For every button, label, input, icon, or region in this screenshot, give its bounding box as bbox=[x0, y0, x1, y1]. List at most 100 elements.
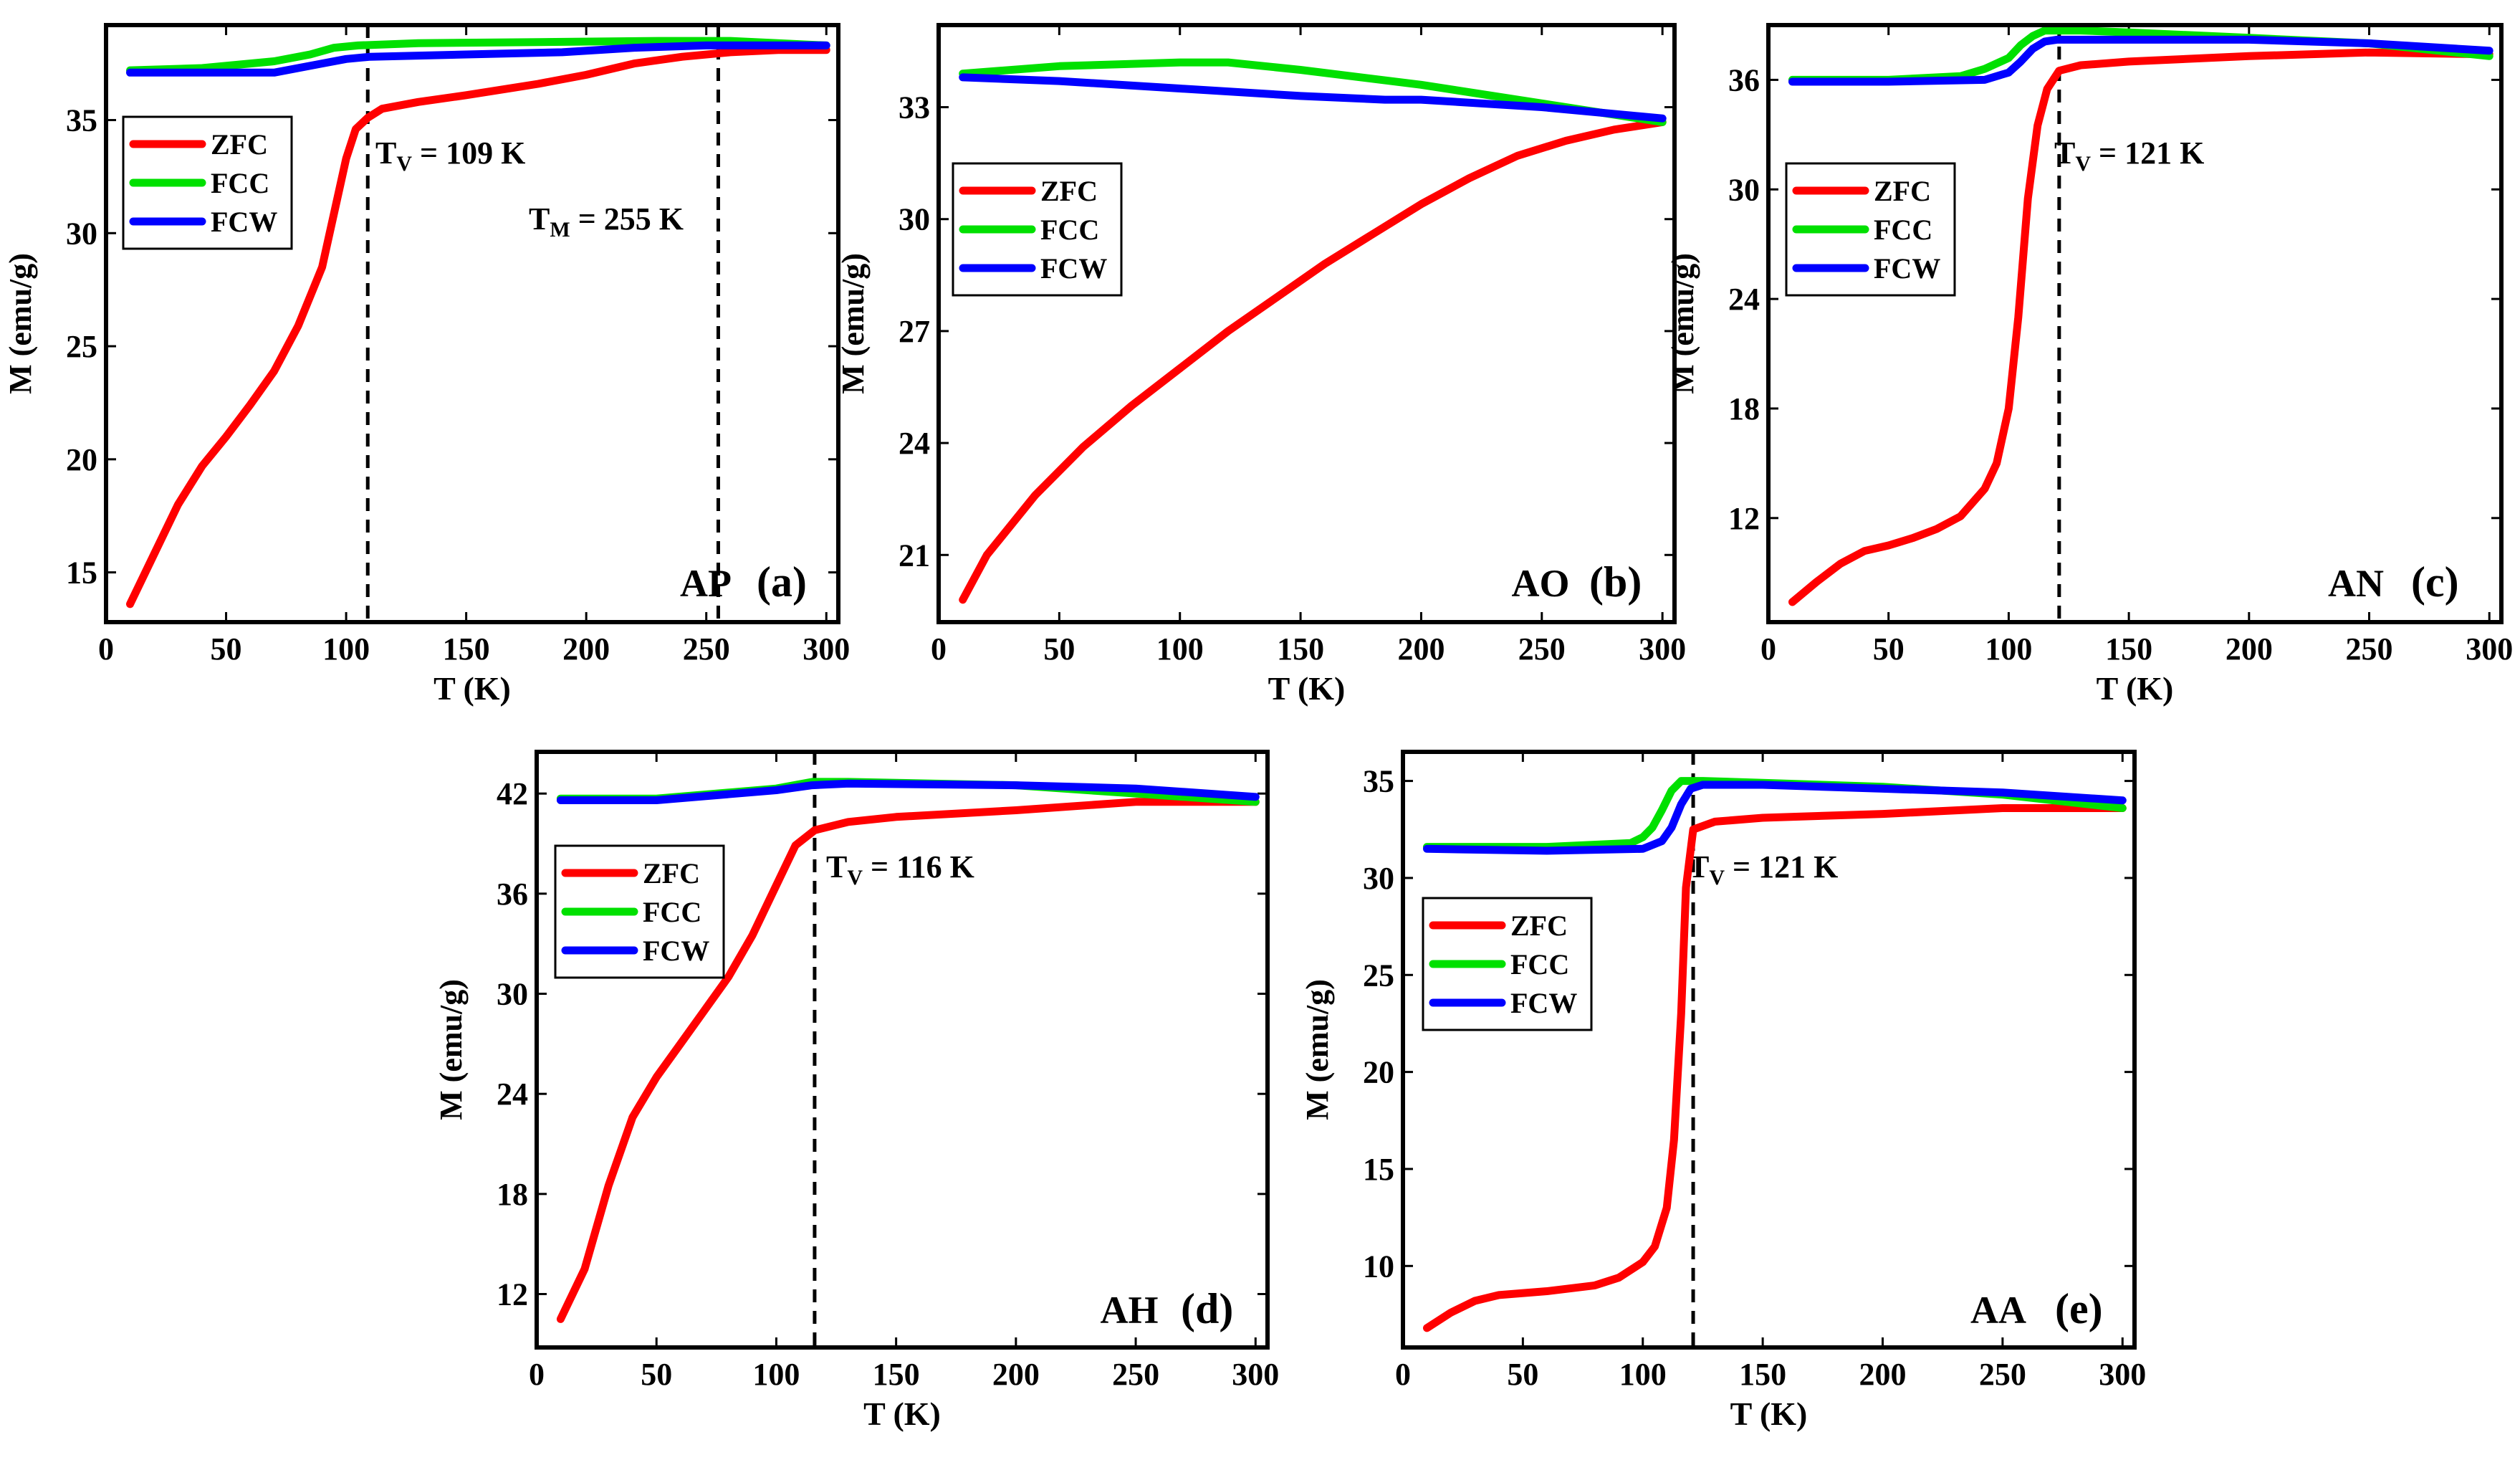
transition-value: = 109 K bbox=[412, 135, 525, 171]
legend: ZFC FCC FCW bbox=[1785, 162, 1956, 297]
x-tick-label: 0 bbox=[931, 631, 947, 667]
series-line-fcw bbox=[556, 779, 1260, 804]
x-tick-label: 300 bbox=[803, 631, 850, 667]
y-tick-label: 30 bbox=[66, 216, 97, 251]
x-tick-label: 200 bbox=[1859, 1357, 1907, 1392]
transition-symbol: T bbox=[529, 201, 550, 237]
sample-label: AH bbox=[1101, 1289, 1159, 1332]
legend: ZFC FCC FCW bbox=[122, 115, 293, 250]
series-line-fcc bbox=[126, 37, 830, 75]
series-group bbox=[1788, 27, 2493, 606]
panel-label: (a) bbox=[757, 558, 807, 606]
transition-value: = 255 K bbox=[570, 201, 684, 237]
x-tick-label: 200 bbox=[2226, 631, 2273, 667]
x-axis-title: T (K) bbox=[1268, 670, 1346, 707]
x-tick-label: 150 bbox=[443, 631, 490, 667]
y-axis-title: M (emu/g) bbox=[3, 253, 38, 394]
legend-label-zfc: ZFC bbox=[1874, 175, 1931, 207]
series-line-fcw bbox=[1423, 781, 2127, 855]
legend-label-fcw: FCW bbox=[1040, 252, 1107, 285]
y-tick-label: 25 bbox=[66, 329, 97, 364]
x-tick-label: 100 bbox=[1156, 631, 1204, 667]
x-tick-label: 200 bbox=[562, 631, 610, 667]
legend-label-fcc: FCC bbox=[211, 167, 269, 199]
transition-subscript: V bbox=[847, 866, 863, 889]
transition-symbol: T bbox=[375, 135, 396, 171]
y-tick-label: 33 bbox=[899, 90, 930, 125]
series-line-zfc bbox=[1788, 48, 2493, 606]
x-tick-label: 150 bbox=[1277, 631, 1324, 667]
x-tick-label: 0 bbox=[1760, 631, 1776, 667]
legend: ZFC FCC FCW bbox=[952, 162, 1123, 297]
y-tick-label: 20 bbox=[1363, 1055, 1394, 1090]
transition-label: TM = 255 K bbox=[529, 201, 684, 242]
plot-frame bbox=[535, 750, 1270, 1350]
x-tick-label: 200 bbox=[992, 1357, 1040, 1392]
y-tick-label: 35 bbox=[1363, 764, 1394, 799]
x-axis-title: T (K) bbox=[2097, 670, 2174, 707]
x-tick-label: 300 bbox=[1232, 1357, 1279, 1392]
legend-label-fcc: FCC bbox=[1510, 948, 1569, 980]
series-line-fcw bbox=[959, 73, 1667, 123]
legend-label-zfc: ZFC bbox=[1510, 910, 1568, 942]
transition-symbol: T bbox=[2054, 135, 2075, 171]
legend-label-fcw: FCW bbox=[1510, 987, 1577, 1019]
x-tick-label: 250 bbox=[683, 631, 730, 667]
y-tick-label: 24 bbox=[1728, 282, 1760, 317]
transition-label: TV = 116 K bbox=[826, 849, 974, 889]
y-tick-label: 18 bbox=[497, 1177, 528, 1212]
y-tick-label: 42 bbox=[497, 776, 528, 811]
y-tick-label: 12 bbox=[1728, 501, 1760, 536]
x-tick-label: 50 bbox=[641, 1357, 672, 1392]
y-tick-label: 36 bbox=[1728, 62, 1760, 97]
panel-label: (c) bbox=[2411, 558, 2459, 606]
series-line-fcw bbox=[1788, 35, 2493, 86]
y-axis-title: M (emu/g) bbox=[433, 979, 469, 1120]
x-tick-label: 250 bbox=[2346, 631, 2393, 667]
legend-label-fcw: FCW bbox=[643, 935, 709, 967]
plot-frame bbox=[1766, 23, 2504, 624]
y-axis-title: M (emu/g) bbox=[835, 253, 871, 394]
x-tick-label: 150 bbox=[873, 1357, 920, 1392]
panel-d: 0 50 100 150 200 250 300 12 18 24 30 36 42 T (K) M (em… bbox=[433, 750, 1279, 1432]
x-axis-title: T (K) bbox=[863, 1395, 941, 1432]
transition-label: TV = 121 K bbox=[2054, 135, 2204, 176]
plot-frame bbox=[104, 23, 840, 624]
x-tick-label: 300 bbox=[2466, 631, 2513, 667]
series-line-zfc bbox=[959, 118, 1667, 604]
y-tick-label: 15 bbox=[1363, 1152, 1394, 1187]
transition-value: = 121 K bbox=[2091, 135, 2204, 171]
y-tick-label: 12 bbox=[497, 1277, 528, 1312]
series-group bbox=[556, 778, 1260, 1323]
y-tick-label: 10 bbox=[1363, 1249, 1394, 1284]
y-tick-label: 25 bbox=[1363, 958, 1394, 993]
panel-label: (d) bbox=[1181, 1285, 1233, 1332]
panel-c: 0 50 100 150 200 250 300 12 18 24 30 36 T (K) M (emu/… bbox=[1665, 23, 2513, 707]
sample-label: AA bbox=[1970, 1289, 2026, 1332]
series-line-zfc bbox=[556, 798, 1260, 1323]
x-tick-label: 250 bbox=[1112, 1357, 1159, 1392]
x-axis-title: T (K) bbox=[1730, 1395, 1808, 1432]
series-line-zfc bbox=[1423, 804, 2127, 1332]
panel-label: (e) bbox=[2055, 1285, 2103, 1332]
y-tick-label: 20 bbox=[66, 442, 97, 477]
legend-label-fcc: FCC bbox=[1874, 214, 1932, 246]
sample-label: AN bbox=[2328, 562, 2384, 605]
sample-label: AO bbox=[1512, 562, 1570, 605]
x-tick-label: 100 bbox=[1619, 1357, 1667, 1392]
panel-b: 0 50 100 150 200 250 300 21 24 27 30 33 T (K) M (emu/… bbox=[835, 23, 1686, 707]
legend-label-fcw: FCW bbox=[1874, 252, 1940, 285]
y-tick-label: 35 bbox=[66, 103, 97, 138]
transition-subscript: V bbox=[1709, 866, 1725, 889]
panel-a: 0 50 100 150 200 250 300 15 20 25 30 35 T (K) M (emu/… bbox=[3, 23, 850, 707]
x-tick-label: 0 bbox=[1395, 1357, 1411, 1392]
x-tick-label: 300 bbox=[1639, 631, 1686, 667]
series-line-fcc bbox=[959, 58, 1667, 126]
y-tick-label: 30 bbox=[899, 202, 930, 237]
y-axis-title: M (emu/g) bbox=[1300, 979, 1335, 1120]
x-axis-title: T (K) bbox=[433, 670, 511, 707]
y-tick-label: 30 bbox=[1363, 861, 1394, 896]
y-tick-label: 30 bbox=[1728, 172, 1760, 207]
transition-label: TV = 121 K bbox=[1688, 849, 1838, 889]
